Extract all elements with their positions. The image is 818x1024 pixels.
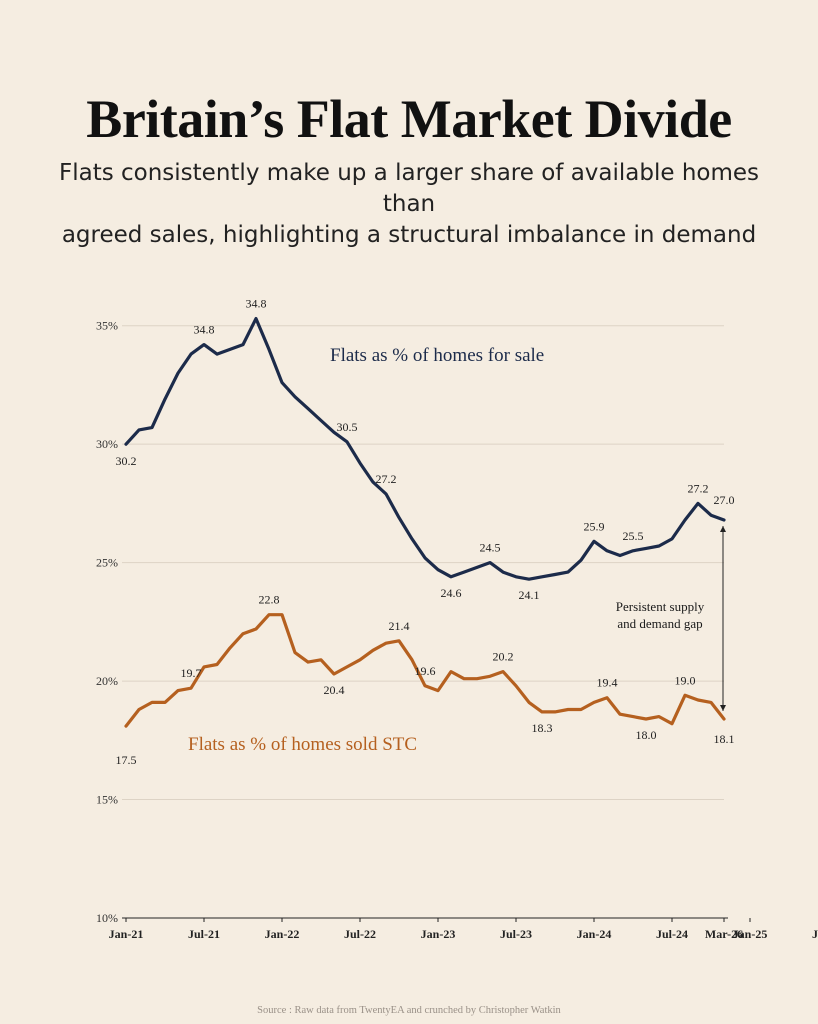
data-label: 25.5 xyxy=(623,529,644,543)
x-tick-label: Mar-26 xyxy=(705,927,743,941)
data-label: 20.2 xyxy=(493,650,514,664)
data-label: 17.5 xyxy=(116,753,137,767)
data-label: 34.8 xyxy=(246,297,267,311)
series-name-sold-stc: Flats as % of homes sold STC xyxy=(188,734,417,755)
data-label: 19.0 xyxy=(675,673,696,687)
data-label: 25.9 xyxy=(584,519,605,533)
x-tick-label: Jul-24 xyxy=(656,927,688,941)
y-tick-label: 10% xyxy=(96,911,118,925)
data-label: 24.5 xyxy=(480,541,501,555)
data-label: 18.3 xyxy=(532,721,553,735)
series-line-for-sale xyxy=(124,317,726,581)
data-label: 20.4 xyxy=(324,683,345,697)
gridlines xyxy=(122,325,724,801)
data-label: 34.8 xyxy=(194,323,215,337)
x-tick-label: Jan-25 xyxy=(733,927,768,941)
y-tick-label: 15% xyxy=(96,793,118,807)
x-tick-label: Jul-21 xyxy=(188,927,220,941)
data-label: 21.4 xyxy=(389,619,410,633)
x-tick-label: Jul-23 xyxy=(500,927,532,941)
chart-title: Britain’s Flat Market Divide xyxy=(86,89,732,149)
data-label: 27.2 xyxy=(688,481,709,495)
source-note: Source : Raw data from TwentyEA and crun… xyxy=(257,1005,561,1016)
y-tick-label: 25% xyxy=(96,556,118,570)
x-tick-label: Jan-24 xyxy=(577,927,612,941)
x-tick-label: Jan-23 xyxy=(421,927,456,941)
line-chart: 10% 15% 20% 25% 30% 35% Jan-21 Jul-21 Jan-22 Jul-… xyxy=(96,297,818,941)
data-label: 19.4 xyxy=(597,676,618,690)
series-names: Flats as % of homes for sale Flats as % … xyxy=(188,345,544,755)
data-label: 24.6 xyxy=(441,586,462,600)
data-label: 27.2 xyxy=(376,472,397,486)
axes: 10% 15% 20% 25% 30% 35% Jan-21 Jul-21 Jan-22 Jul-… xyxy=(96,319,818,941)
data-label: 27.0 xyxy=(714,493,735,507)
data-label: 24.1 xyxy=(519,588,540,602)
data-label: 30.5 xyxy=(337,420,358,434)
gap-arrow-head-bottom xyxy=(720,704,726,711)
series-name-for-sale: Flats as % of homes for sale xyxy=(330,345,544,366)
gap-annotation-line-2: and demand gap xyxy=(617,616,702,631)
y-tick-label: 30% xyxy=(96,437,118,451)
data-label: 18.1 xyxy=(714,732,735,746)
gap-annotation-line-1: Persistent supply xyxy=(616,599,705,614)
y-tick-label: 35% xyxy=(96,319,118,333)
subtitle-line-2: agreed sales, highlighting a structural … xyxy=(61,222,757,248)
data-label: 18.0 xyxy=(636,728,657,742)
x-tick-label: Jan-22 xyxy=(265,927,300,941)
data-labels: 30.2 34.8 34.8 30.5 27.2 24.6 24.5 24.1 25.9 25.5… xyxy=(116,297,735,768)
gap-arrow-head-top xyxy=(720,525,726,532)
series-line-sold-stc xyxy=(124,613,726,728)
subtitle-line-1: Flats consistently make up a larger shar… xyxy=(58,160,760,217)
series-lines xyxy=(124,317,726,728)
x-tick-label: Jan-21 xyxy=(109,927,144,941)
chart-subtitle: Flats consistently make up a larger shar… xyxy=(40,158,778,251)
x-tick-label: Jul-25 xyxy=(812,927,818,941)
data-label: 19.7 xyxy=(181,666,202,680)
data-label: 19.6 xyxy=(415,664,436,678)
x-tick-label: Jul-22 xyxy=(344,927,376,941)
data-label: 22.8 xyxy=(259,593,280,607)
data-label: 30.2 xyxy=(116,454,137,468)
gap-annotation: Persistent supply and demand gap xyxy=(616,525,726,711)
y-tick-label: 20% xyxy=(96,674,118,688)
